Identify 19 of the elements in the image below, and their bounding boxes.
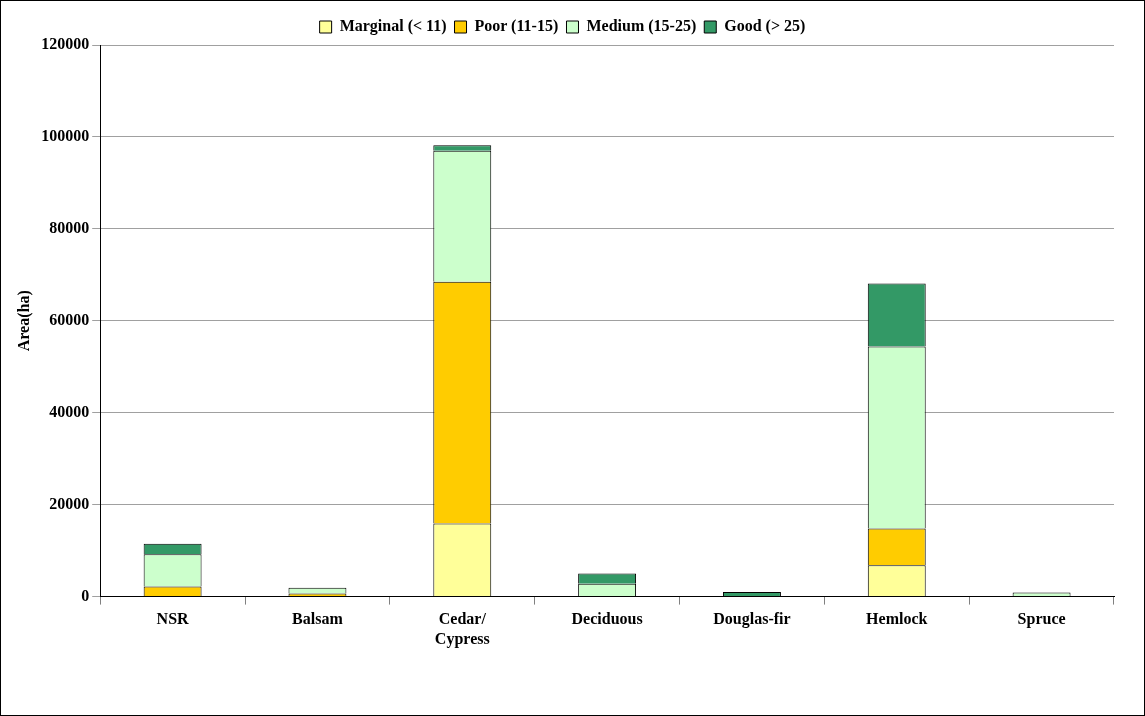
x-tick-label: Balsam bbox=[292, 610, 344, 628]
y-tick-label: 40000 bbox=[49, 402, 90, 420]
x-tick-label: Spruce bbox=[1017, 610, 1066, 629]
y-tick-label: 20000 bbox=[49, 494, 90, 512]
legend-label: Marginal (< 11) bbox=[339, 17, 447, 36]
x-tick-label: Deciduous bbox=[571, 610, 643, 628]
y-tick-label: 120000 bbox=[41, 35, 90, 53]
y-axis-title: Area(ha) bbox=[14, 290, 33, 352]
x-tick-label: Douglas-fir bbox=[713, 610, 791, 629]
x-tick-label: NSR bbox=[156, 610, 190, 628]
x-tick-label: Cedar/ Cypress bbox=[434, 610, 490, 648]
legend-label: Good (> 25) bbox=[724, 17, 806, 36]
y-tick-label: 100000 bbox=[41, 127, 90, 145]
y-tick-label: 0 bbox=[81, 586, 90, 604]
legend-label: Poor (11-15) bbox=[474, 17, 559, 36]
y-tick-label: 60000 bbox=[49, 310, 90, 328]
legend-label: Medium (15-25) bbox=[586, 17, 697, 36]
x-tick-label: Hemlock bbox=[866, 610, 928, 628]
y-tick-label: 80000 bbox=[49, 219, 90, 237]
